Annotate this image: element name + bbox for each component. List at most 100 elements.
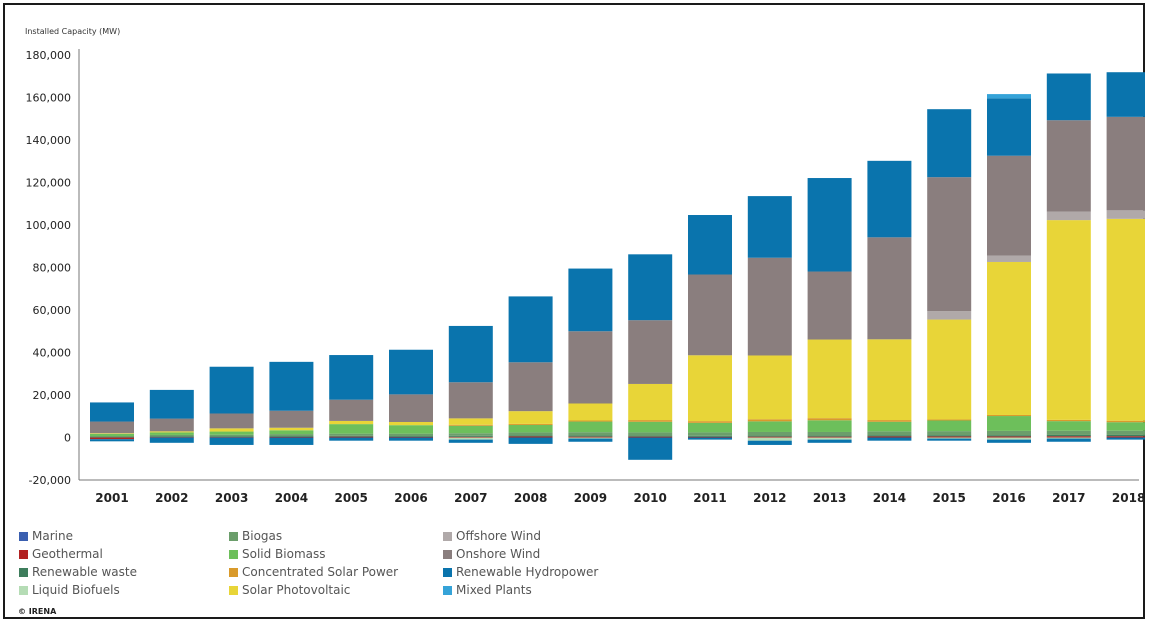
y-tick-label: 120,000 bbox=[26, 177, 72, 190]
bar-segment-2003-12 bbox=[209, 437, 254, 445]
bar-segment-2012-9 bbox=[747, 257, 792, 356]
bar-segment-2007-4 bbox=[448, 433, 493, 436]
bar-segment-2008-7 bbox=[508, 411, 553, 424]
bar-segment-2005-5 bbox=[329, 424, 374, 434]
bar-segment-2016-12 bbox=[987, 439, 1031, 443]
bar-segment-2004-9 bbox=[269, 410, 314, 428]
bar-segment-2018-2 bbox=[1106, 434, 1145, 437]
bar-segment-2015-10 bbox=[927, 109, 972, 178]
legend-item: Renewable Hydropower bbox=[443, 563, 663, 581]
x-tick-label: 2016 bbox=[992, 491, 1025, 505]
bar-segment-2018-8 bbox=[1106, 210, 1145, 219]
x-tick-label: 2015 bbox=[932, 491, 965, 505]
bar-segment-2014-6 bbox=[867, 420, 912, 422]
bar-segment-2011-1 bbox=[688, 436, 732, 438]
legend-swatch bbox=[19, 549, 28, 559]
bar-segment-2009-1 bbox=[568, 436, 613, 438]
legend-item: Renewable waste bbox=[19, 563, 229, 581]
bar-segment-2002-7 bbox=[149, 431, 194, 433]
legend-label: Liquid Biofuels bbox=[32, 583, 120, 597]
bar-segment-2006-4 bbox=[389, 433, 433, 437]
bar-segment-2012-12 bbox=[747, 440, 792, 445]
bar-segment-2017-12 bbox=[1046, 438, 1091, 442]
bar-segment-2006-9 bbox=[389, 394, 433, 422]
bar-segment-2010-5 bbox=[628, 421, 673, 433]
bar-segment-2010-1 bbox=[628, 436, 673, 438]
bar-segment-2008-1 bbox=[508, 436, 553, 438]
chart-legend: Marine Biogas Offshore Wind Geothermal Solid… bbox=[19, 527, 719, 597]
bar-segment-2003-1 bbox=[209, 437, 254, 438]
bar-segment-2004-1 bbox=[269, 436, 314, 438]
bar-segment-2001-7 bbox=[90, 433, 134, 434]
bar-segment-2010-2 bbox=[628, 435, 673, 437]
bar-segment-2001-5 bbox=[90, 433, 134, 437]
legend-item: Offshore Wind bbox=[443, 527, 663, 545]
bar-segment-2008-6 bbox=[508, 423, 553, 425]
bar-segment-2001-12 bbox=[90, 439, 134, 442]
legend-swatch bbox=[443, 549, 452, 559]
bar-segment-2017-8 bbox=[1046, 211, 1091, 221]
bar-segment-2011-7 bbox=[688, 355, 732, 422]
legend-item: Marine bbox=[19, 527, 229, 545]
legend-label: Solid Biomass bbox=[242, 547, 326, 561]
bar-segment-2015-12 bbox=[927, 438, 972, 441]
bar-segment-2015-3 bbox=[927, 437, 972, 439]
x-tick-label: 2008 bbox=[514, 491, 547, 505]
bar-segment-2009-3 bbox=[568, 437, 613, 439]
bar-segment-2001-1 bbox=[90, 437, 134, 440]
bar-segment-2016-4 bbox=[987, 430, 1031, 436]
bar-segment-2012-5 bbox=[747, 421, 792, 432]
bar-segment-2018-1 bbox=[1106, 436, 1145, 438]
bar-segment-2013-4 bbox=[807, 431, 852, 436]
y-tick-label: 60,000 bbox=[33, 304, 72, 317]
bar-segment-2013-12 bbox=[807, 439, 852, 443]
bar-segment-2014-1 bbox=[867, 436, 912, 438]
bar-segment-2018-9 bbox=[1106, 116, 1145, 211]
bar-segment-2009-10 bbox=[568, 268, 613, 332]
bar-segment-2016-10 bbox=[987, 98, 1031, 156]
bar-segment-2004-7 bbox=[269, 427, 314, 431]
legend-label: Renewable Hydropower bbox=[456, 565, 599, 579]
legend-swatch bbox=[19, 585, 28, 595]
legend-label: Offshore Wind bbox=[456, 529, 541, 543]
bar-segment-2012-7 bbox=[747, 355, 792, 420]
bar-segment-2012-1 bbox=[747, 436, 792, 438]
bar-segment-2004-2 bbox=[269, 436, 314, 437]
legend-label: Concentrated Solar Power bbox=[242, 565, 399, 579]
bar-segment-2008-4 bbox=[508, 432, 553, 436]
bar-segment-2007-6 bbox=[448, 424, 493, 426]
legend-item: Solid Biomass bbox=[229, 545, 443, 563]
bar-segment-2013-7 bbox=[807, 339, 852, 419]
bar-segment-2016-2 bbox=[987, 435, 1031, 437]
bar-segment-2001-4 bbox=[90, 436, 134, 438]
bar-segment-2010-4 bbox=[628, 432, 673, 436]
bar-segment-2004-10 bbox=[269, 361, 314, 411]
bar-segment-2006-10 bbox=[389, 349, 433, 395]
x-tick-label: 2014 bbox=[873, 491, 906, 505]
y-tick-label: 140,000 bbox=[26, 134, 72, 147]
bar-segment-2016-5 bbox=[987, 416, 1031, 431]
bar-segment-2008-12 bbox=[508, 437, 553, 444]
x-tick-label: 2007 bbox=[454, 491, 487, 505]
legend-item: Geothermal bbox=[19, 545, 229, 563]
bar-segment-2004-12 bbox=[269, 437, 314, 445]
legend-swatch bbox=[443, 585, 452, 595]
bar-segment-2013-2 bbox=[807, 435, 852, 437]
bar-segment-2008-5 bbox=[508, 424, 553, 433]
bar-segment-2006-1 bbox=[389, 436, 433, 438]
bar-segment-2018-10 bbox=[1106, 72, 1145, 117]
bar-segment-2008-2 bbox=[508, 435, 553, 437]
bar-segment-2013-10 bbox=[807, 178, 852, 272]
legend-swatch bbox=[443, 567, 452, 577]
bar-segment-2011-4 bbox=[688, 432, 732, 436]
y-tick-label: 20,000 bbox=[33, 389, 72, 402]
legend-label: Biogas bbox=[242, 529, 283, 543]
bar-segment-2001-10 bbox=[90, 402, 134, 422]
legend-label: Renewable waste bbox=[32, 565, 137, 579]
legend-item: Biogas bbox=[229, 527, 443, 545]
chart-frame: Installed Capacity (MW) -20,000 0 20,000 40,… bbox=[3, 3, 1145, 619]
bar-segment-2001-9 bbox=[90, 421, 134, 434]
bar-segment-2017-3 bbox=[1046, 437, 1091, 439]
legend-swatch bbox=[229, 585, 238, 595]
bar-segment-2015-7 bbox=[927, 319, 972, 420]
